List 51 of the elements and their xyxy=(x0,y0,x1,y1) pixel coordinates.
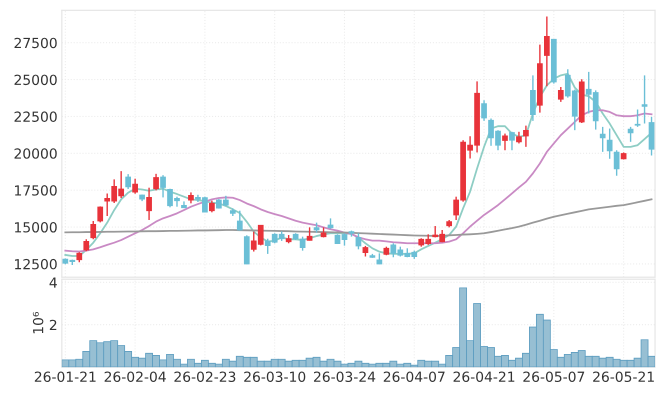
candlestick xyxy=(642,74,648,124)
candlestick xyxy=(306,226,312,242)
candlestick xyxy=(481,100,487,122)
y-tick-label: 27500 xyxy=(14,38,57,48)
candlestick xyxy=(614,150,620,176)
candlestick xyxy=(132,178,138,194)
candlestick xyxy=(544,16,550,87)
candlestick xyxy=(188,192,194,204)
candlestick xyxy=(634,108,640,128)
y-tick-label: 15000 xyxy=(15,222,57,233)
y-tick-label: 12500 xyxy=(15,258,57,270)
candlestick xyxy=(125,173,132,190)
candlestick xyxy=(516,131,522,144)
y-axis-title: 10⁶ xyxy=(32,312,44,334)
candlestick xyxy=(236,210,243,232)
x-tick-label: 26-03-10 xyxy=(244,372,306,382)
x-tick-label: 26-05-07 xyxy=(523,372,584,382)
candlestick xyxy=(83,238,90,252)
candlestick xyxy=(153,173,159,192)
candlestick xyxy=(628,126,634,143)
x-tick-label: 26-02-04 xyxy=(104,372,166,382)
candlestick xyxy=(558,86,564,103)
candlestick xyxy=(160,174,166,198)
candlestick xyxy=(328,218,334,230)
x-tick-label: 26-04-07 xyxy=(384,372,445,382)
y-tick-label: 22500 xyxy=(14,111,57,122)
x-tick-label: 26-04-21 xyxy=(454,372,514,382)
y-tick-label: 2 xyxy=(50,320,56,330)
candlestick xyxy=(76,252,82,263)
candlestick xyxy=(314,222,320,234)
candlestick xyxy=(146,186,152,221)
candlestick xyxy=(97,206,104,224)
y-tick-label: 17500 xyxy=(15,185,57,196)
candlestick xyxy=(606,128,613,160)
y-tick-label: 25000 xyxy=(14,74,57,86)
y-tick-label: 4 xyxy=(50,278,57,288)
candlestick xyxy=(600,126,606,153)
candlestick xyxy=(509,131,515,151)
x-tick-label: 26-03-24 xyxy=(314,372,376,382)
x-tick-label: 26-01-21 xyxy=(34,372,96,382)
x-tick-label: 26-05-21 xyxy=(593,372,654,382)
candlestick xyxy=(90,220,96,240)
candlestick xyxy=(320,226,326,238)
candlestick xyxy=(376,252,382,265)
candlestick xyxy=(209,200,215,214)
x-tick-label: 26-02-23 xyxy=(174,372,236,382)
y-tick-label: 20000 xyxy=(14,148,57,159)
candlestick xyxy=(523,124,529,148)
candlestick xyxy=(502,132,508,151)
candlestick xyxy=(356,232,362,250)
candlestick xyxy=(362,245,368,258)
